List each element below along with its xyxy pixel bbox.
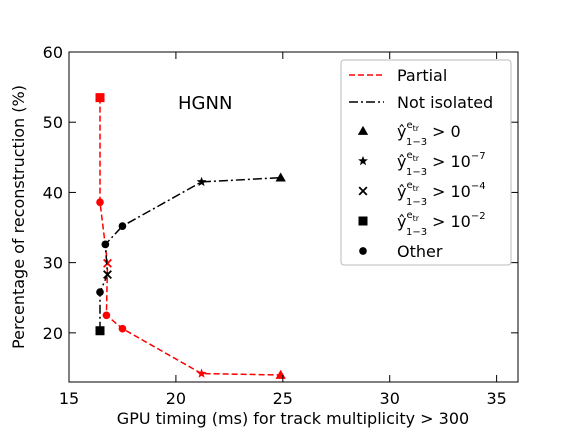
- point-square: [95, 326, 105, 336]
- legend-label: ŷetr 1−3> 10−2: [397, 210, 486, 238]
- series-partial: [95, 93, 286, 379]
- series-not-isolated: [95, 172, 286, 336]
- legend-label: Partial: [397, 66, 447, 85]
- point-star: [196, 368, 207, 378]
- x-axis-label: GPU timing (ms) for track multiplicity >…: [117, 409, 469, 428]
- y-tick-label: 20: [43, 324, 63, 343]
- point-x: [103, 258, 112, 268]
- point-triangle: [275, 172, 286, 182]
- point-x: [358, 186, 368, 196]
- y-tick-label: 60: [43, 43, 63, 62]
- plot-frame: [68, 51, 519, 383]
- point-circle: [102, 311, 111, 320]
- y-axis-label: Percentage of reconstruction (%): [9, 85, 28, 349]
- legend-label: ŷetr 1−3> 10−4: [397, 180, 486, 208]
- series-line: [99, 176, 281, 331]
- legend-label: ŷetr 1−3> 10−7: [397, 150, 486, 178]
- point-star: [196, 176, 207, 187]
- x-tick-label: 20: [166, 389, 186, 408]
- point-circle: [101, 240, 110, 249]
- legend-label: Not isolated: [397, 93, 493, 112]
- y-tick-label: 40: [43, 183, 63, 202]
- point-triangle: [357, 125, 369, 135]
- legend-frame: [340, 59, 512, 266]
- chart-annotation: HGNN: [178, 93, 232, 114]
- point-circle: [118, 222, 127, 230]
- legend-label: Other: [397, 242, 443, 261]
- point-square: [358, 216, 368, 226]
- point-circle: [96, 198, 104, 207]
- y-tick-label: 50: [43, 113, 63, 132]
- point-circle: [359, 247, 367, 255]
- point-square: [95, 93, 105, 103]
- point-x: [103, 270, 112, 280]
- x-tick-label: 35: [486, 389, 506, 408]
- x-tick-label: 15: [59, 389, 79, 408]
- series-line: [99, 97, 281, 376]
- data-layer: [95, 93, 286, 379]
- x-tick-label: 30: [380, 389, 400, 408]
- y-tick-label: 30: [43, 254, 63, 273]
- legend-label: ŷetr 1−3> 0: [397, 120, 461, 148]
- x-tick-label: 25: [273, 389, 293, 408]
- point-circle: [118, 324, 127, 333]
- point-star: [358, 155, 368, 166]
- point-circle: [96, 288, 104, 296]
